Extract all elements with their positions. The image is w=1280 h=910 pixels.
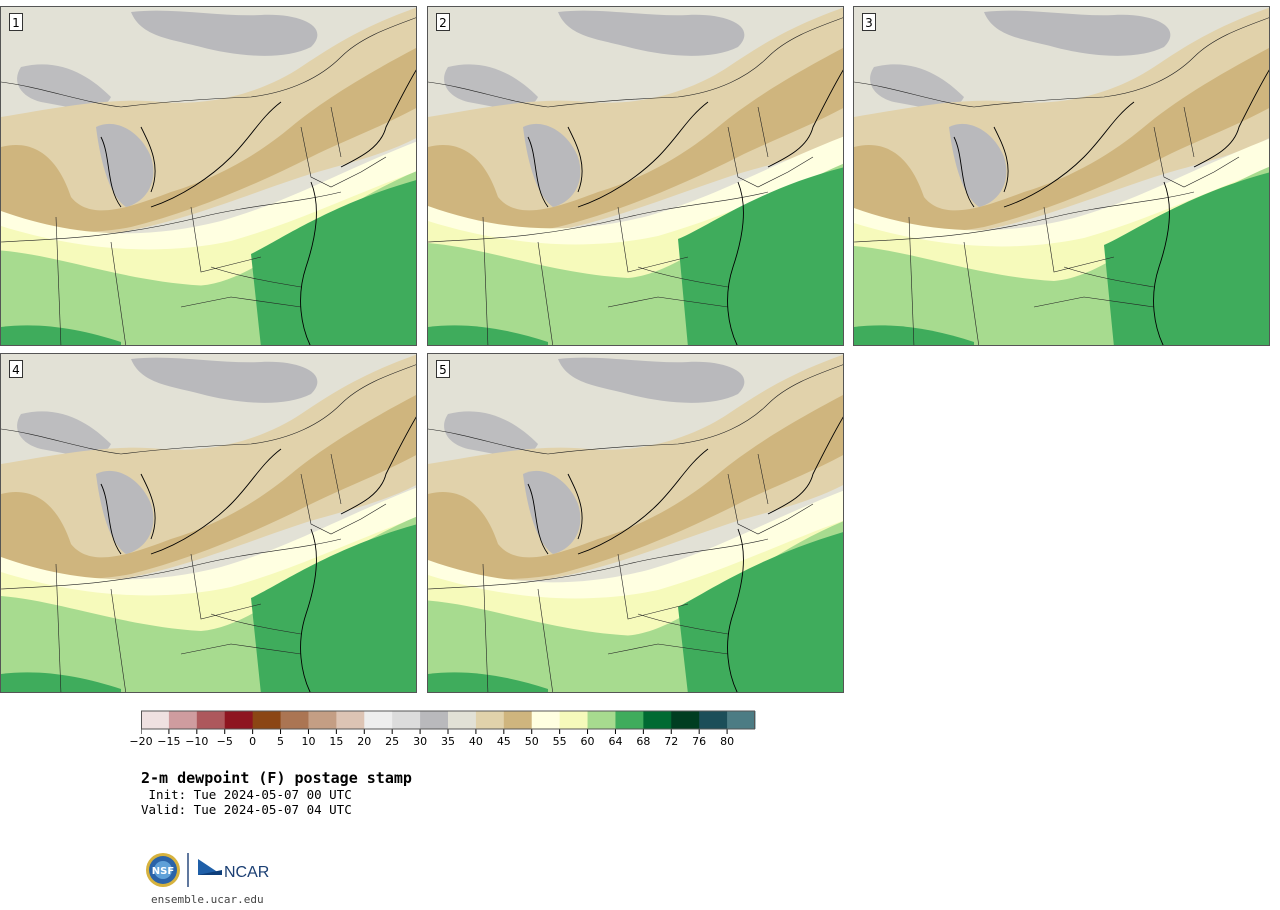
nsf-ncar-logo: NSF NCAR	[146, 853, 269, 887]
colorbar-swatch	[559, 711, 589, 729]
colorbar-swatch	[531, 711, 561, 729]
map-panel-2: 2	[427, 6, 844, 346]
panel-number: 2	[436, 13, 450, 31]
map-panel-4: 4	[0, 353, 417, 693]
colorbar-tick-label: 10	[301, 735, 316, 748]
dewpoint-map	[428, 7, 843, 345]
colorbar-tick-label: 80	[720, 735, 735, 748]
colorbar-swatch	[196, 711, 226, 729]
panel-number: 3	[862, 13, 876, 31]
valid-time: Valid: Tue 2024-05-07 04 UTC	[141, 802, 352, 817]
colorbar-swatch	[392, 711, 421, 729]
colorbar-tick-label: 5	[277, 735, 285, 748]
panel-number: 1	[9, 13, 23, 31]
dewpoint-map	[1, 7, 416, 345]
colorbar-swatch	[168, 711, 198, 729]
colorbar-tick-label: 0	[249, 735, 257, 748]
ncar-text: NCAR	[224, 864, 269, 881]
colorbar-swatch	[364, 711, 393, 729]
colorbar-swatch	[280, 711, 309, 729]
map-panel-3: 3	[853, 6, 1270, 346]
colorbar-tick-label: 35	[441, 735, 455, 748]
colorbar-tick-label: 40	[468, 735, 483, 748]
colorbar-swatch	[224, 711, 254, 729]
colorbar-tick-label: 60	[580, 735, 595, 748]
panel-number: 5	[436, 360, 450, 378]
colorbar-tick-label: 30	[413, 735, 428, 748]
colorbar-tick-label: −10	[185, 735, 209, 748]
colorbar-swatch	[643, 711, 672, 729]
colorbar-tick-label: −5	[216, 735, 233, 748]
colorbar	[141, 710, 756, 734]
map-panel-5: 5	[427, 353, 844, 693]
colorbar-tick-label: −20	[129, 735, 153, 748]
colorbar-tick-label: 72	[664, 735, 679, 748]
dewpoint-map	[1, 354, 416, 692]
colorbar-tick-label: 64	[608, 735, 623, 748]
chart-title: 2-m dewpoint (F) postage stamp	[141, 769, 412, 787]
colorbar-swatch	[587, 711, 616, 729]
colorbar-swatch	[615, 711, 644, 729]
colorbar-swatch	[336, 711, 365, 729]
colorbar-tick-label: 68	[636, 735, 651, 748]
colorbar-swatch	[308, 711, 337, 729]
colorbar-swatch	[699, 711, 728, 729]
colorbar-tick-label: 55	[552, 735, 567, 748]
colorbar-swatch	[727, 711, 756, 729]
colorbar-tick-label: 25	[385, 735, 400, 748]
colorbar-swatch	[420, 711, 449, 729]
dewpoint-map	[428, 354, 843, 692]
colorbar-swatch	[475, 711, 505, 729]
colorbar-tick-label: 76	[692, 735, 707, 748]
colorbar-tick-label: 45	[496, 735, 511, 748]
colorbar-swatch	[141, 711, 170, 729]
map-panel-1: 1	[0, 6, 417, 346]
colorbar-swatch	[671, 711, 700, 729]
colorbar-tick-label: −15	[157, 735, 181, 748]
colorbar-swatch	[503, 711, 533, 729]
colorbar-tick-label: 15	[329, 735, 344, 748]
site-url: ensemble.ucar.edu	[151, 893, 264, 906]
colorbar-swatch	[252, 711, 282, 729]
dewpoint-map	[854, 7, 1269, 345]
colorbar-swatch	[448, 711, 477, 729]
nsf-text: NSF	[152, 866, 174, 877]
panel-number: 4	[9, 360, 23, 378]
colorbar-tick-label: 50	[524, 735, 539, 748]
colorbar-tick-label: 20	[357, 735, 372, 748]
init-time: Init: Tue 2024-05-07 00 UTC	[141, 787, 352, 802]
